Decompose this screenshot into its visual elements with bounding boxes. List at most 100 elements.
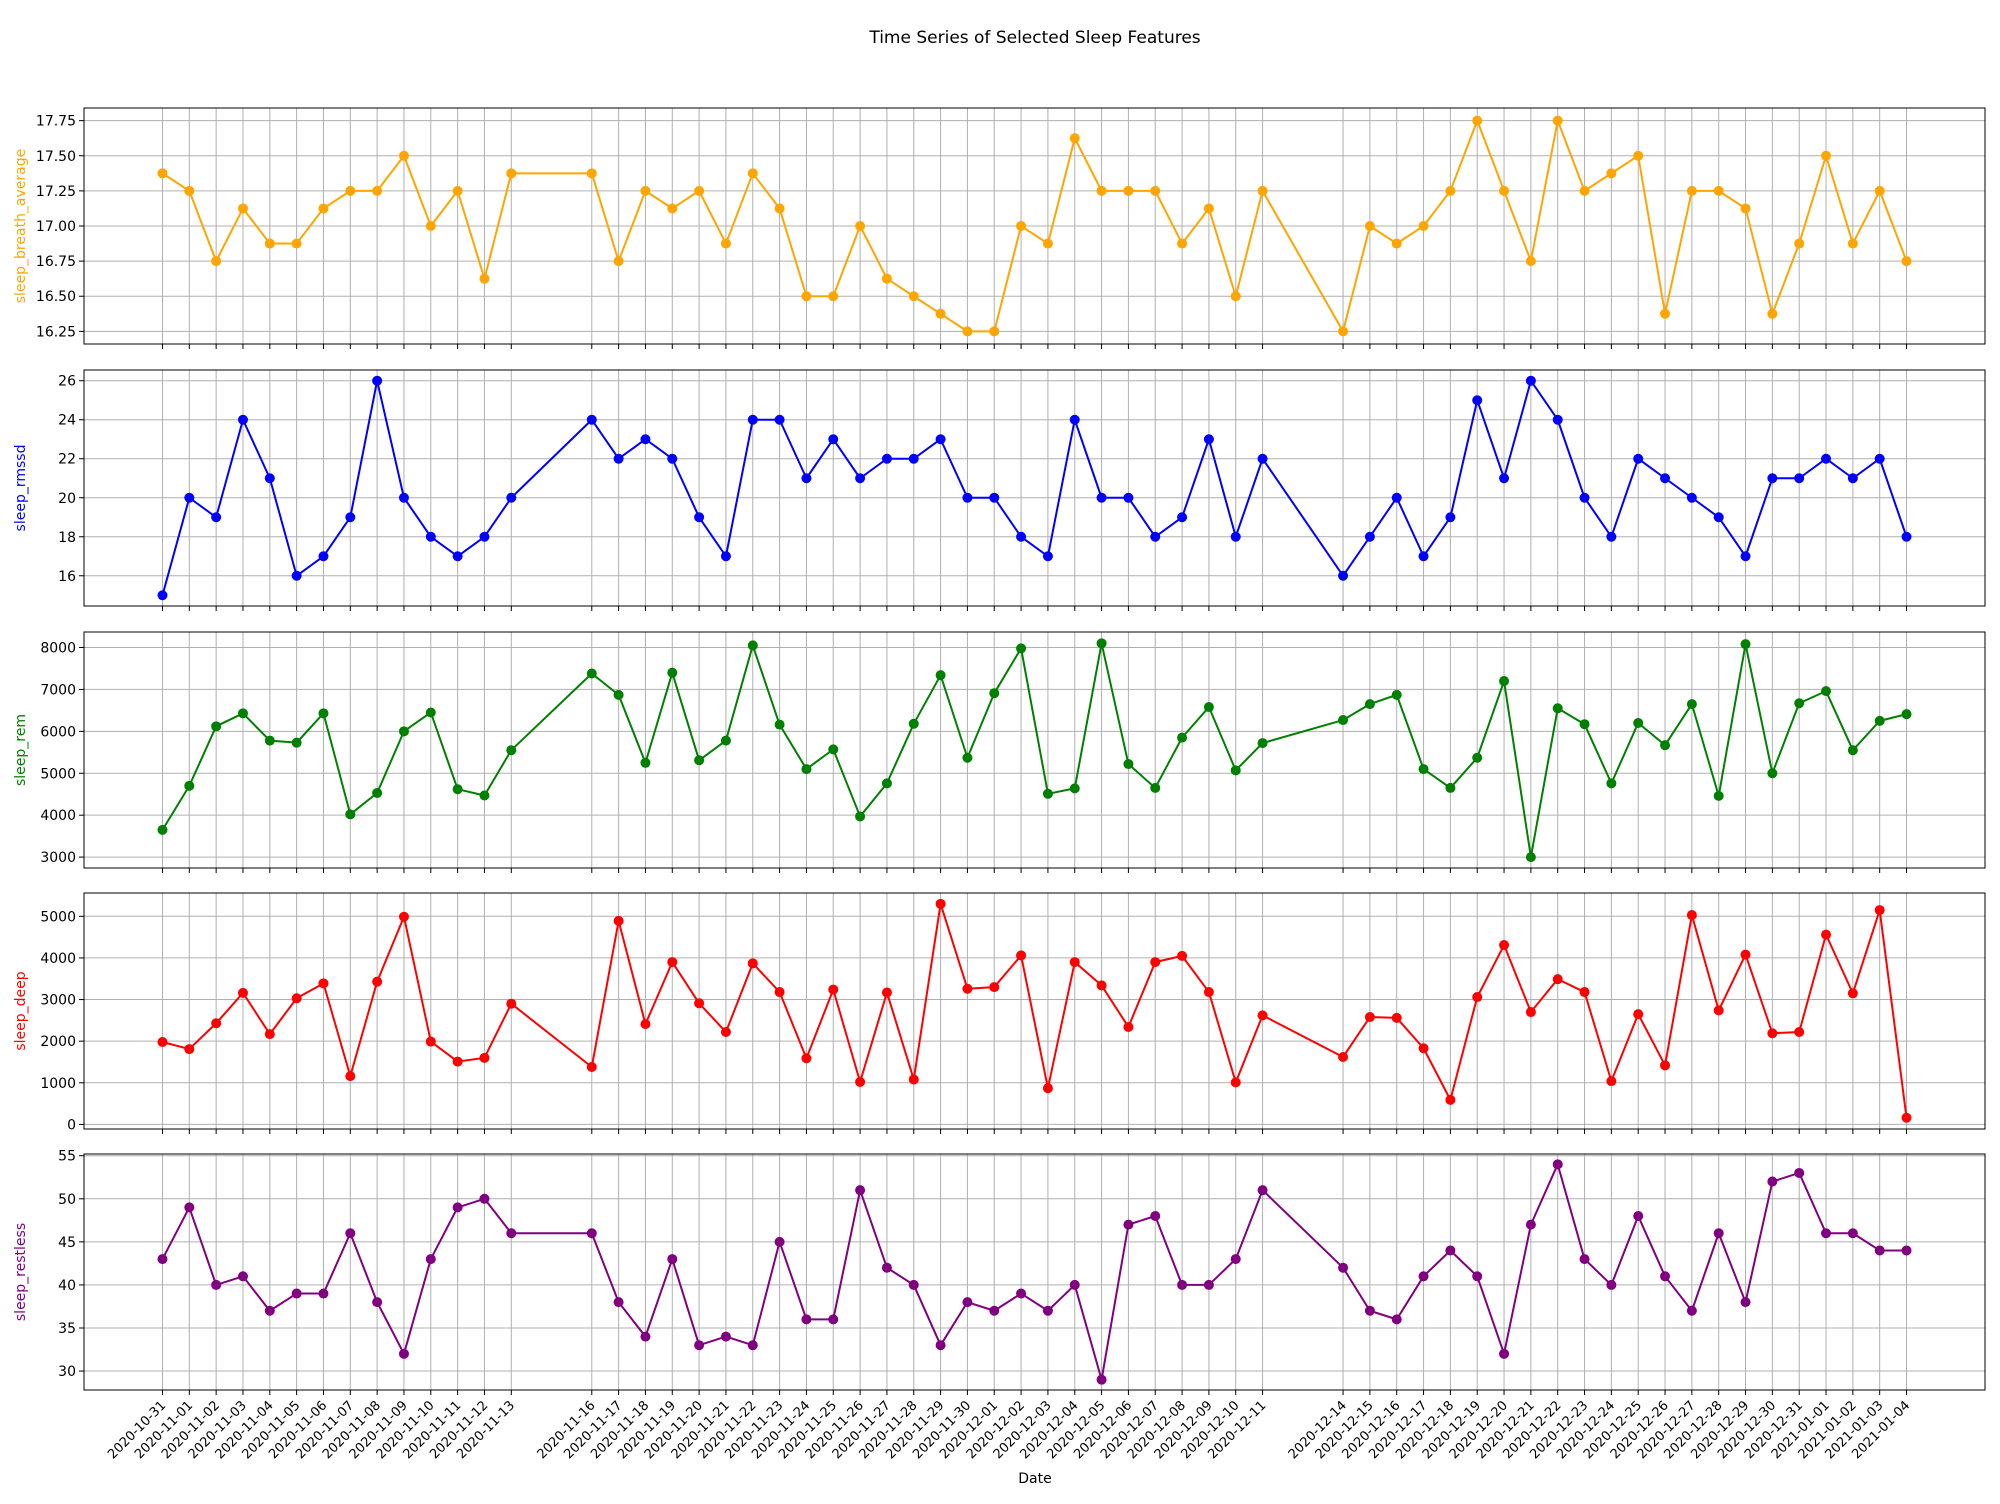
data-point: [1069, 1279, 1080, 1290]
data-point: [613, 453, 624, 464]
data-point: [694, 998, 705, 1009]
data-point: [828, 434, 839, 445]
data-point: [1203, 203, 1214, 214]
data-point: [1257, 185, 1268, 196]
data-point: [881, 453, 892, 464]
data-point: [1472, 115, 1483, 126]
data-point: [1686, 910, 1697, 921]
data-point: [989, 492, 1000, 503]
data-point: [962, 492, 973, 503]
data-point: [1123, 185, 1134, 196]
data-point: [935, 670, 946, 681]
data-point: [264, 473, 275, 484]
data-point: [613, 915, 624, 926]
data-point: [1713, 1005, 1724, 1016]
y-tick-label: 8000: [40, 641, 76, 657]
data-point: [720, 551, 731, 562]
data-point: [855, 1185, 866, 1196]
data-point: [1874, 1245, 1885, 1256]
subplot-sleep_rmssd: 16 18 20 22 24 26 sleep_rmssd: [13, 369, 1986, 611]
data-point: [1230, 291, 1241, 302]
data-point: [774, 1236, 785, 1247]
data-point: [1445, 1094, 1456, 1105]
data-point: [1150, 782, 1161, 793]
data-point: [291, 238, 302, 249]
y-tick-label: 18: [58, 530, 76, 546]
data-point: [1042, 1083, 1053, 1094]
data-point: [586, 1061, 597, 1072]
y-tick-label: 4000: [40, 808, 76, 824]
data-point: [1418, 551, 1429, 562]
data-point: [801, 764, 812, 775]
data-point: [1525, 1219, 1536, 1230]
data-point: [452, 784, 463, 795]
data-point: [1069, 783, 1080, 794]
data-point: [1123, 1219, 1134, 1230]
data-point: [1418, 764, 1429, 775]
data-point: [1579, 185, 1590, 196]
data-point: [935, 308, 946, 319]
data-point: [935, 434, 946, 445]
data-point: [962, 983, 973, 994]
data-point: [908, 1074, 919, 1085]
data-point: [479, 1052, 490, 1063]
data-point: [747, 1340, 758, 1351]
data-point: [1203, 1279, 1214, 1290]
y-tick-label: 22: [58, 452, 76, 468]
data-point: [694, 755, 705, 766]
data-point: [1016, 531, 1027, 542]
data-point: [1740, 639, 1751, 650]
data-point: [1525, 256, 1536, 267]
data-point: [1391, 1314, 1402, 1325]
data-point: [1364, 531, 1375, 542]
data-point: [1686, 185, 1697, 196]
y-tick-label: 30: [58, 1364, 76, 1380]
data-point: [881, 778, 892, 789]
data-point: [237, 1271, 248, 1282]
data-point: [1203, 702, 1214, 713]
data-point: [398, 911, 409, 922]
data-point: [694, 185, 705, 196]
data-point: [1794, 698, 1805, 709]
y-tick-label: 35: [58, 1321, 76, 1337]
data-point: [1821, 1228, 1832, 1239]
data-point: [372, 1297, 383, 1308]
data-point: [1499, 473, 1510, 484]
data-point: [1042, 551, 1053, 562]
data-point: [157, 590, 168, 601]
data-point: [318, 203, 329, 214]
data-point: [211, 256, 222, 267]
data-point: [720, 1331, 731, 1342]
data-point: [1794, 1027, 1805, 1038]
data-point: [1203, 987, 1214, 998]
data-point: [1203, 434, 1214, 445]
data-point: [1767, 768, 1778, 779]
data-point: [1150, 185, 1161, 196]
data-point: [586, 1228, 597, 1239]
data-point: [1364, 699, 1375, 710]
axes-frame: [83, 369, 1986, 607]
data-point: [506, 745, 517, 756]
data-point: [935, 898, 946, 909]
data-point: [184, 492, 195, 503]
data-point: [1042, 788, 1053, 799]
y-tick-label: 1000: [40, 1076, 76, 1092]
data-point: [237, 414, 248, 425]
data-point: [1257, 1010, 1268, 1021]
data-point: [1767, 1028, 1778, 1039]
data-point: [881, 273, 892, 284]
data-point: [908, 1279, 919, 1290]
axes-frame: [83, 892, 1986, 1130]
y-axis-label: sleep_breath_average: [13, 149, 29, 304]
data-point: [425, 1254, 436, 1265]
data-point: [398, 726, 409, 737]
data-point: [345, 1071, 356, 1082]
y-tick-label: 16.25: [36, 324, 76, 340]
data-point: [1230, 765, 1241, 776]
data-point: [1579, 1254, 1590, 1265]
data-point: [237, 708, 248, 719]
data-point: [1847, 1228, 1858, 1239]
data-point: [1338, 326, 1349, 337]
data-point: [747, 168, 758, 179]
